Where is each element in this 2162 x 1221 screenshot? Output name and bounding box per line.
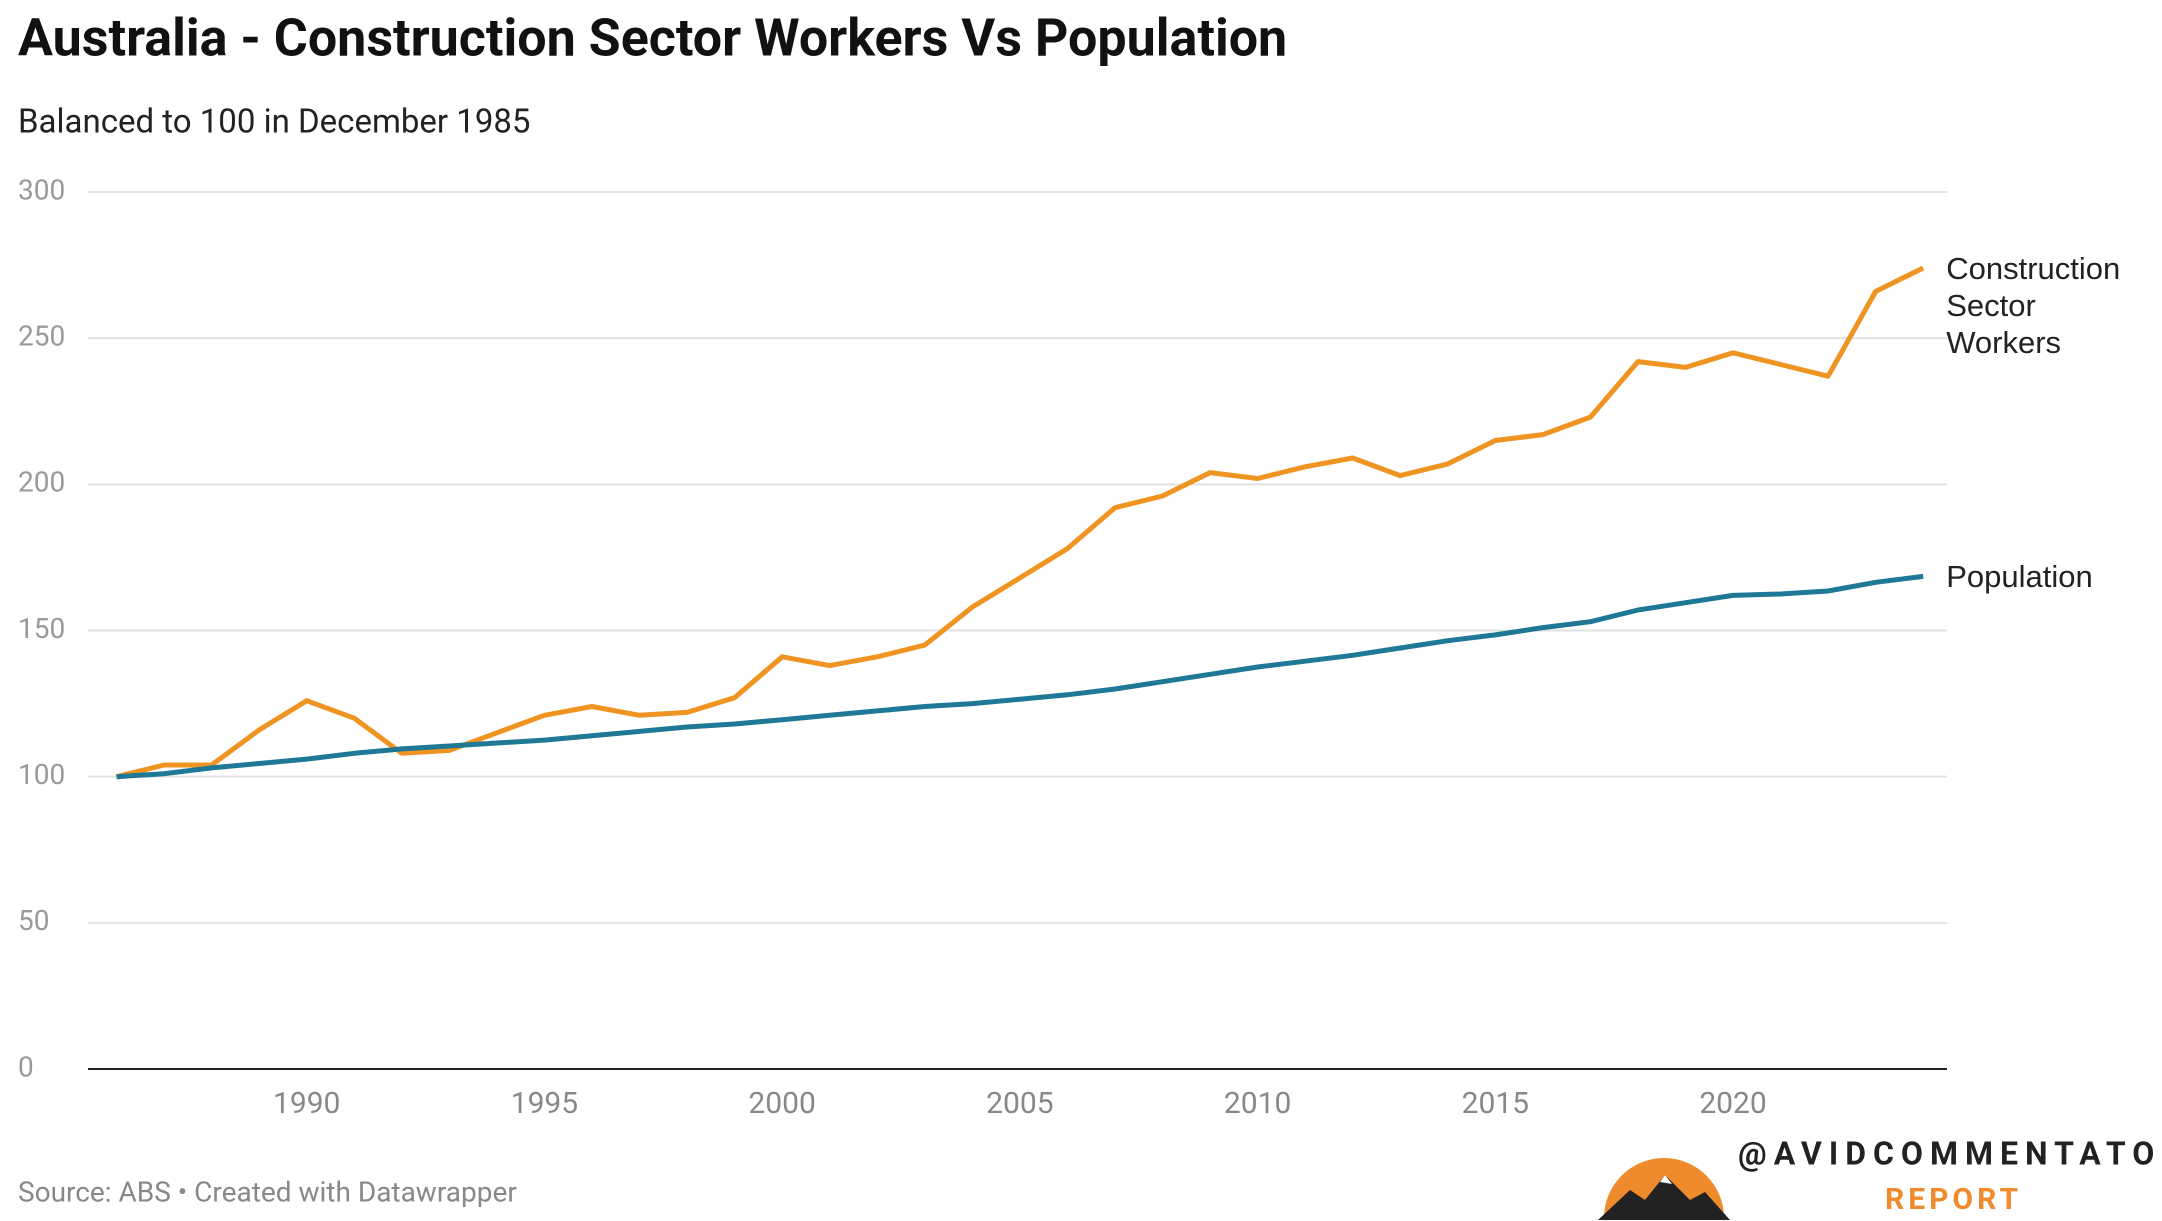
y-tick-label: 0 [18, 1050, 34, 1083]
x-tick-label: 2015 [1462, 1086, 1529, 1121]
chart-subtitle: Balanced to 100 in December 1985 [18, 103, 530, 142]
source-note: Source: ABS • Created with Datawrapper [18, 1175, 517, 1208]
chart-title: Australia - Construction Sector Workers … [18, 8, 1287, 69]
y-tick-label: 200 [18, 466, 65, 499]
logo: @AVIDCOMMENTATOR REPORT [1598, 1134, 2162, 1220]
series-line [115, 265, 1925, 780]
x-tick-label: 2010 [1224, 1086, 1291, 1121]
y-tick-label: 300 [18, 173, 65, 206]
x-tick-label: 1995 [511, 1086, 578, 1121]
y-tick-label: 50 [18, 904, 49, 937]
logo-snow [1660, 1175, 1672, 1184]
x-tick-label: 2000 [748, 1086, 815, 1121]
y-tick-label: 150 [18, 612, 65, 645]
x-tick-label: 2005 [986, 1086, 1053, 1121]
y-tick-label: 100 [18, 758, 65, 791]
x-tick-label: 1990 [273, 1086, 340, 1121]
y-tick-label: 250 [18, 320, 65, 353]
logo-report: REPORT [1885, 1182, 2022, 1217]
series-line [116, 573, 1924, 780]
logo-mountains [1598, 1175, 1730, 1220]
series-label: Population [1946, 558, 2093, 594]
series-label: Construction Sector Workers [1946, 251, 2121, 360]
logo-handle: @AVIDCOMMENTATOR [1738, 1134, 2162, 1172]
x-tick-label: 2020 [1699, 1086, 1766, 1121]
